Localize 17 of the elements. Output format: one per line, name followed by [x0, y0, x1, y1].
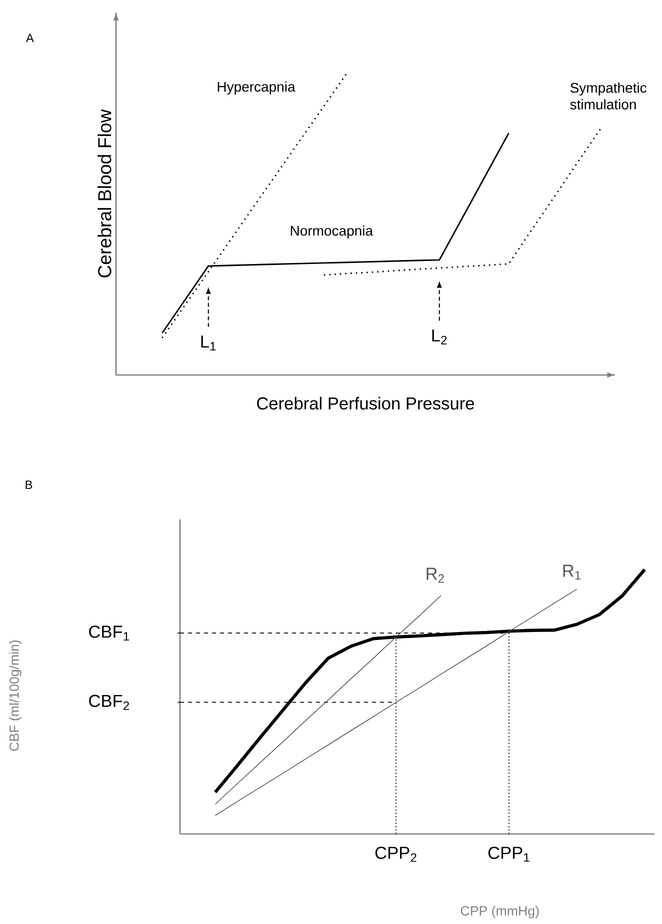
- text: Hypercapnia: [218, 81, 296, 95]
- y-axis-title: CBF (ml/100g/min): [9, 640, 22, 751]
- series-label: Normocapnia: [290, 225, 374, 238]
- ref-line-label: CBF$_{2}$: [89, 694, 129, 710]
- y-axis-title: Cerebral Blood Flow: [98, 109, 112, 278]
- x-tick-label: CPP$_{1}$: [488, 846, 530, 862]
- text: A: [26, 34, 34, 42]
- series-label: R$_{1}$: [563, 564, 581, 580]
- annotation: L$_{2}$: [432, 329, 447, 344]
- text: B: [26, 480, 32, 489]
- ref-line-label: CBF$_{1}$: [89, 626, 130, 641]
- x-axis-title: Cerebral Perfusion Pressure: [257, 396, 474, 410]
- x-axis-title: CPP (mmHg): [460, 906, 539, 918]
- annotation: L$_{1}$: [201, 336, 216, 350]
- x-tick-label: CPP$_{2}$: [375, 846, 416, 862]
- text: Sympathetic stimulation: [570, 82, 646, 110]
- series-label: R$_{2}$: [426, 568, 444, 583]
